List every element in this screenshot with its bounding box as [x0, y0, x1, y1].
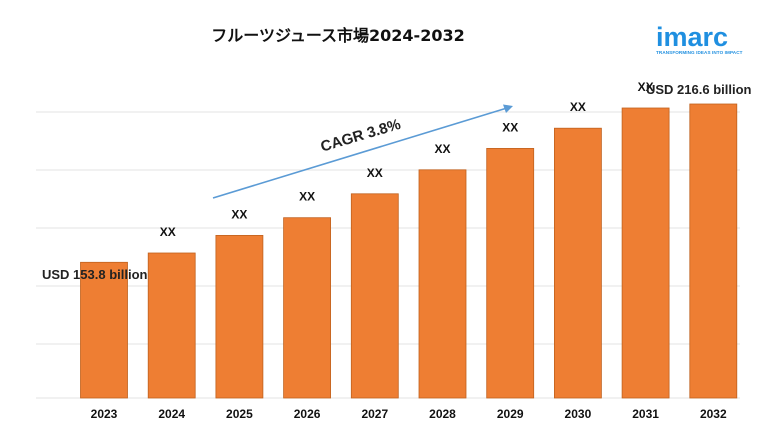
bar-2023 [80, 261, 128, 399]
data-label: XX [367, 166, 383, 180]
data-label: XX [160, 225, 176, 239]
brand-tagline: TRANSFORMING IDEAS INTO IMPACT [656, 50, 743, 55]
start-value-label: USD 153.8 billion [42, 267, 148, 282]
bar-2032 [689, 103, 738, 399]
bar-2025 [215, 234, 264, 399]
bar-2024 [147, 252, 196, 399]
x-tick-label: 2025 [226, 407, 253, 421]
data-label: XX [434, 142, 450, 156]
data-label: XX [570, 100, 586, 114]
bar-2031 [621, 107, 670, 399]
bar-2030 [554, 127, 602, 399]
data-label: XX [638, 80, 654, 94]
x-tick-label: 2028 [429, 407, 456, 421]
end-value-label: USD 216.6 billion [646, 82, 752, 97]
x-tick-label: 2023 [91, 407, 118, 421]
x-axis-ticks: 2023 2024 2025 2026 2027 2028 2029 2030 2031 2032 [91, 407, 727, 421]
cagr-arrow [212, 107, 508, 199]
data-label: XX [502, 120, 518, 134]
cagr-arrowhead [503, 104, 513, 113]
brand-name: imarc [656, 22, 728, 52]
bars [80, 103, 738, 399]
x-tick-label: 2029 [497, 407, 524, 421]
cagr-label: CAGR 3.8% [319, 116, 403, 156]
data-label: XX [231, 207, 247, 221]
brand-logo: imarc TRANSFORMING IDEAS INTO IMPACT [656, 22, 743, 55]
x-tick-label: 2030 [565, 407, 592, 421]
x-tick-label: 2024 [158, 407, 185, 421]
x-tick-label: 2031 [632, 407, 659, 421]
bar-2029 [486, 147, 535, 399]
bar-2028 [418, 169, 467, 399]
chart-title: フルーツジュース市場2024-2032 [211, 26, 464, 45]
x-tick-label: 2026 [294, 407, 321, 421]
data-label: XX [299, 190, 315, 204]
x-tick-label: 2032 [700, 407, 727, 421]
data-labels: XX XX XX XX XX XX XX XX [160, 80, 654, 239]
cagr-annotation: CAGR 3.8% [212, 104, 513, 199]
bar-2027 [350, 193, 399, 399]
bar-2026 [283, 217, 332, 399]
x-tick-label: 2027 [361, 407, 388, 421]
